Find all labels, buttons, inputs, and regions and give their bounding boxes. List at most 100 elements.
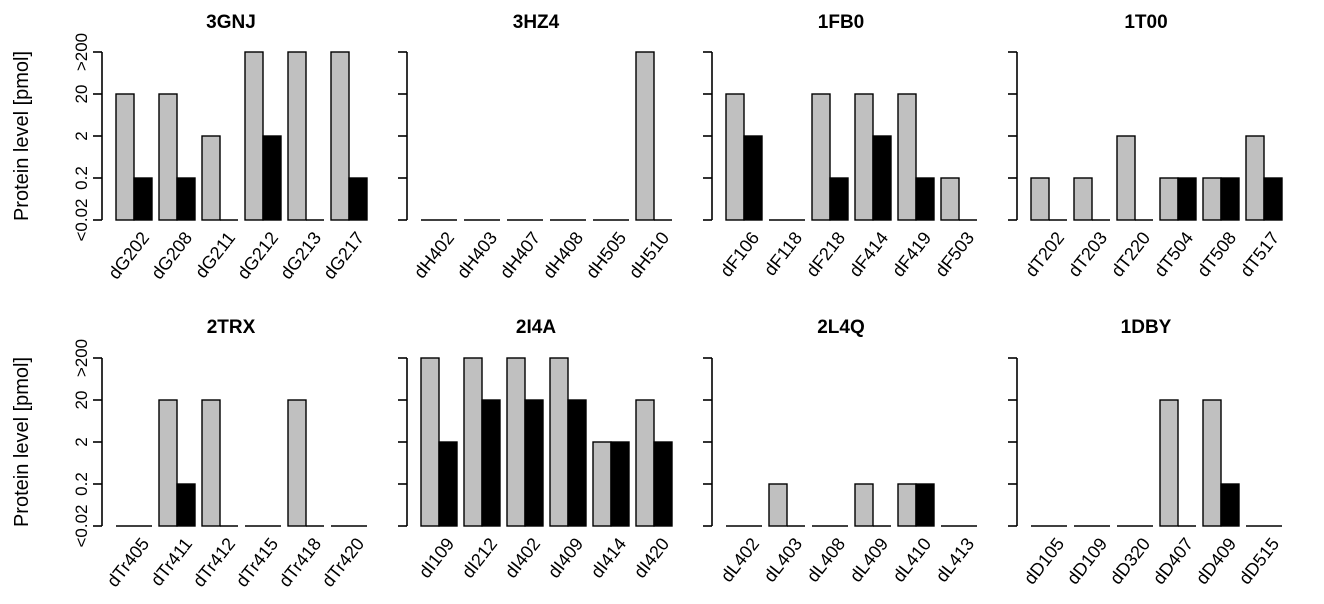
bar (854, 93, 874, 221)
bar (1202, 177, 1222, 221)
bar (854, 483, 874, 527)
chart-panel-2i4a: 2I4A dI109 dI212 dI402 dI409 dI414 dI420 (398, 317, 673, 582)
x-tick-label: dH407 (496, 228, 544, 282)
x-tick-label: dTr418 (275, 534, 325, 591)
bar (725, 93, 745, 221)
x-tick-label: dL413 (932, 534, 979, 586)
x-tick-label: dD515 (1235, 534, 1283, 588)
bar (348, 177, 368, 221)
x-tick-label: dT202 (1021, 228, 1068, 281)
x-tick-label: dF503 (931, 228, 978, 281)
panel-title: 1T00 (1124, 12, 1167, 33)
bar (287, 399, 307, 527)
x-tick-label: dTr420 (318, 534, 368, 591)
bar (811, 93, 831, 221)
panel-title: 1FB0 (818, 12, 864, 33)
x-tick-label: dL410 (889, 534, 936, 586)
panel-title: 3GNJ (206, 12, 256, 33)
bar (1220, 177, 1240, 221)
bar (287, 51, 307, 221)
x-tick-label: dD320 (1106, 534, 1154, 588)
bar (481, 399, 501, 527)
bar (915, 483, 935, 527)
bar (463, 357, 483, 527)
x-tick-label: dH505 (582, 228, 630, 282)
y-axis-label: Protein level [pmol] (11, 51, 33, 221)
x-tick-label: dF419 (888, 228, 935, 281)
x-tick-label: dTr405 (103, 534, 153, 591)
bar (915, 177, 935, 221)
x-tick-label: dF106 (716, 228, 763, 281)
bar (1159, 399, 1179, 527)
bar (158, 93, 178, 221)
bar (158, 399, 178, 527)
bar (330, 51, 350, 221)
x-tick-label: dG211 (191, 228, 239, 282)
x-tick-label: dF218 (802, 228, 849, 281)
bar (1263, 177, 1283, 221)
y-tick-label: 20 (72, 391, 91, 410)
x-tick-label: dI414 (587, 534, 630, 582)
panel-title: 2TRX (207, 317, 256, 338)
bar (897, 93, 917, 221)
x-tick-label: dT220 (1107, 228, 1154, 281)
bar (1202, 399, 1222, 527)
y-tick-label: 2 (72, 437, 91, 446)
bar (438, 441, 458, 527)
bar (262, 135, 282, 221)
bar (176, 177, 196, 221)
bar (940, 177, 960, 221)
y-tick-label: >200 (72, 33, 91, 71)
bar (1073, 177, 1093, 221)
bar (743, 135, 763, 221)
y-tick-label: <0.02 (72, 504, 91, 547)
bar (610, 441, 630, 527)
x-tick-label: dG213 (276, 228, 325, 283)
bar (201, 399, 221, 527)
x-tick-label: dD109 (1063, 534, 1111, 588)
x-tick-label: dI409 (544, 534, 587, 582)
panel-title: 2I4A (516, 317, 556, 338)
x-tick-label: dD407 (1149, 534, 1197, 588)
x-tick-label: dI420 (630, 534, 673, 582)
x-tick-label: dG202 (104, 228, 153, 283)
bar (592, 441, 612, 527)
x-tick-label: dTr411 (147, 534, 197, 590)
x-tick-label: dTr412 (189, 534, 239, 591)
x-tick-label: dH402 (410, 228, 458, 282)
bar (635, 399, 655, 527)
bar (1030, 177, 1050, 221)
x-tick-label: dL408 (803, 534, 850, 586)
x-tick-label: dD105 (1020, 534, 1068, 588)
y-tick-label: 0.2 (72, 472, 91, 496)
panel-title: 1DBY (1121, 317, 1172, 338)
bar (115, 93, 135, 221)
bar (176, 483, 196, 527)
x-tick-label: dL409 (846, 534, 893, 586)
y-tick-label: 20 (72, 85, 91, 104)
bar (506, 357, 526, 527)
bar (244, 51, 264, 221)
x-tick-label: dG208 (147, 228, 196, 283)
x-tick-label: dD409 (1192, 534, 1240, 588)
x-tick-label: dI109 (415, 534, 458, 582)
x-tick-label: dT508 (1193, 228, 1240, 281)
y-axis-label: Protein level [pmol] (11, 357, 33, 527)
x-tick-label: dTr415 (232, 534, 282, 591)
x-tick-label: dI212 (458, 534, 501, 582)
bar (567, 399, 587, 527)
x-tick-label: dL403 (760, 534, 807, 586)
bar (524, 399, 544, 527)
bar (1177, 177, 1197, 221)
x-tick-label: dG217 (319, 228, 368, 283)
x-tick-label: dH510 (625, 228, 673, 282)
bar (768, 483, 788, 527)
bar (420, 357, 440, 527)
